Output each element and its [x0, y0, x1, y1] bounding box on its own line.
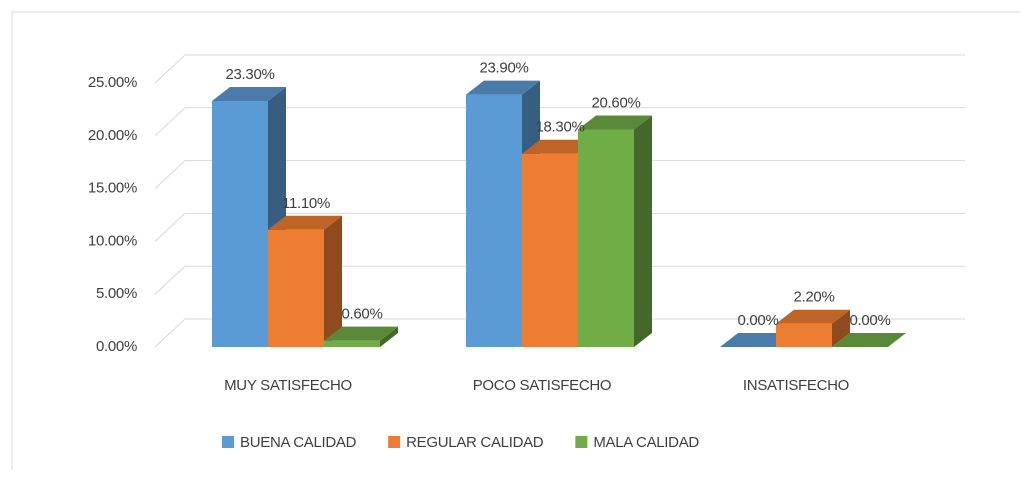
y-tick-label: 5.00% — [96, 285, 137, 302]
bar-top — [324, 326, 398, 341]
data-label: 23.30% — [225, 66, 274, 83]
data-label: 23.90% — [479, 60, 528, 77]
bar — [578, 129, 634, 347]
bar-side — [634, 115, 652, 348]
bar-top — [522, 139, 596, 154]
x-tick-label: POCO SATISFECHO — [473, 377, 612, 394]
data-label: 18.30% — [535, 119, 584, 136]
bar — [776, 323, 832, 347]
data-label: 0.00% — [737, 312, 778, 329]
data-label: 20.60% — [591, 94, 640, 111]
data-label: 0.00% — [849, 312, 890, 329]
bar — [268, 229, 324, 347]
bar-top — [466, 80, 540, 95]
legend-label: BUENA CALIDAD — [240, 434, 357, 451]
y-tick-label: 25.00% — [88, 74, 137, 91]
grid-line-side — [154, 318, 186, 348]
bar-side — [832, 309, 850, 347]
legend-swatch — [222, 436, 234, 448]
bar-top — [832, 333, 906, 347]
bar-top — [578, 115, 652, 130]
x-tick-label: MUY SATISFECHO — [224, 377, 352, 394]
y-tick-label: 20.00% — [88, 127, 137, 144]
grid-line-side — [154, 265, 186, 295]
grid-line-side — [154, 213, 186, 242]
bar-top — [776, 309, 850, 324]
bar-top — [212, 86, 286, 101]
y-tick-label: 10.00% — [88, 232, 137, 249]
legend-label: MALA CALIDAD — [593, 434, 699, 451]
bar — [466, 94, 522, 347]
grid-line-side — [154, 107, 186, 137]
grid-line-side — [154, 160, 186, 189]
bar — [212, 100, 268, 348]
data-label: 2.20% — [793, 289, 834, 306]
bar — [522, 153, 578, 347]
bar-side — [380, 326, 398, 347]
chart-border — [11, 11, 1020, 470]
data-label: 0.60% — [341, 306, 382, 323]
data-label: 11.10% — [282, 195, 330, 212]
legend-label: REGULAR CALIDAD — [406, 434, 544, 451]
bar-top — [268, 215, 342, 230]
bar — [324, 340, 380, 347]
grid-line-side — [154, 54, 186, 84]
bar-top — [720, 333, 794, 347]
legend-swatch — [575, 436, 588, 448]
y-tick-label: 15.00% — [88, 180, 137, 197]
y-tick-label: 0.00% — [96, 338, 137, 355]
bar-side — [324, 215, 342, 347]
x-tick-label: INSATISFECHO — [743, 377, 849, 394]
legend-swatch — [388, 436, 401, 448]
